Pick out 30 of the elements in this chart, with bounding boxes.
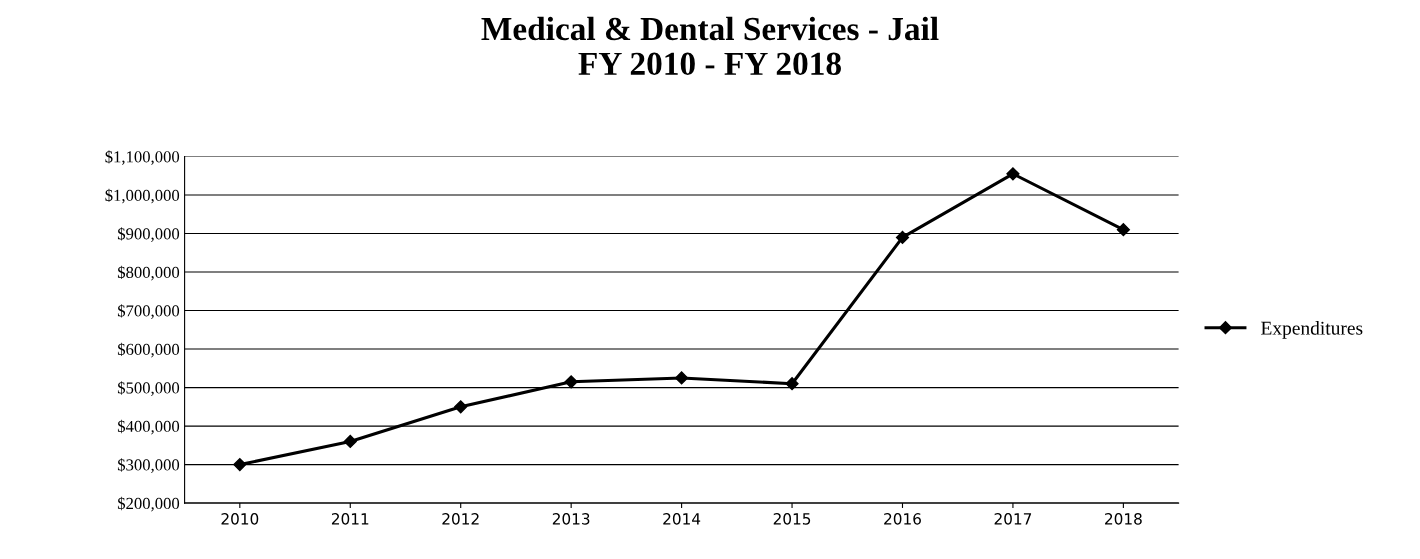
y-tick-label: $500,000: [117, 381, 180, 396]
y-tick-label: $1,000,000: [105, 188, 180, 204]
y-tick-label: $900,000: [117, 227, 180, 242]
point: [564, 375, 578, 389]
point: [233, 458, 247, 472]
x-tick-label: 2010: [221, 513, 259, 525]
y-tick-label: $1,100,000: [105, 150, 180, 165]
legend-label: Expenditures: [1261, 321, 1363, 339]
x-tick-label: 2011: [331, 513, 369, 525]
chart-title: Medical & Dental Services - Jail FY 2010 - FY 2018: [481, 16, 939, 76]
x-tick-label: 2015: [773, 513, 811, 525]
y-tick-label: $400,000: [117, 419, 180, 435]
x-tick-label: 2014: [663, 513, 701, 525]
point: [1116, 223, 1130, 237]
x-tick-label: 2012: [442, 513, 479, 525]
point: [454, 400, 468, 414]
point: [895, 230, 910, 244]
x-tick-label: 2013: [552, 513, 590, 525]
x-tick-label: 2016: [884, 513, 921, 525]
point: [785, 377, 799, 391]
point: [1006, 167, 1020, 181]
point: [675, 371, 689, 385]
point: [343, 434, 357, 449]
x-tick-label: 2017: [994, 513, 1032, 525]
y-tick-label: $300,000: [117, 458, 180, 473]
y-tick-label: $600,000: [117, 342, 180, 358]
y-tick-label: $200,000: [117, 496, 180, 512]
y-tick-label: $800,000: [117, 265, 180, 281]
x-tick-label: 2018: [1105, 513, 1142, 525]
y-tick-label: $700,000: [117, 304, 180, 319]
